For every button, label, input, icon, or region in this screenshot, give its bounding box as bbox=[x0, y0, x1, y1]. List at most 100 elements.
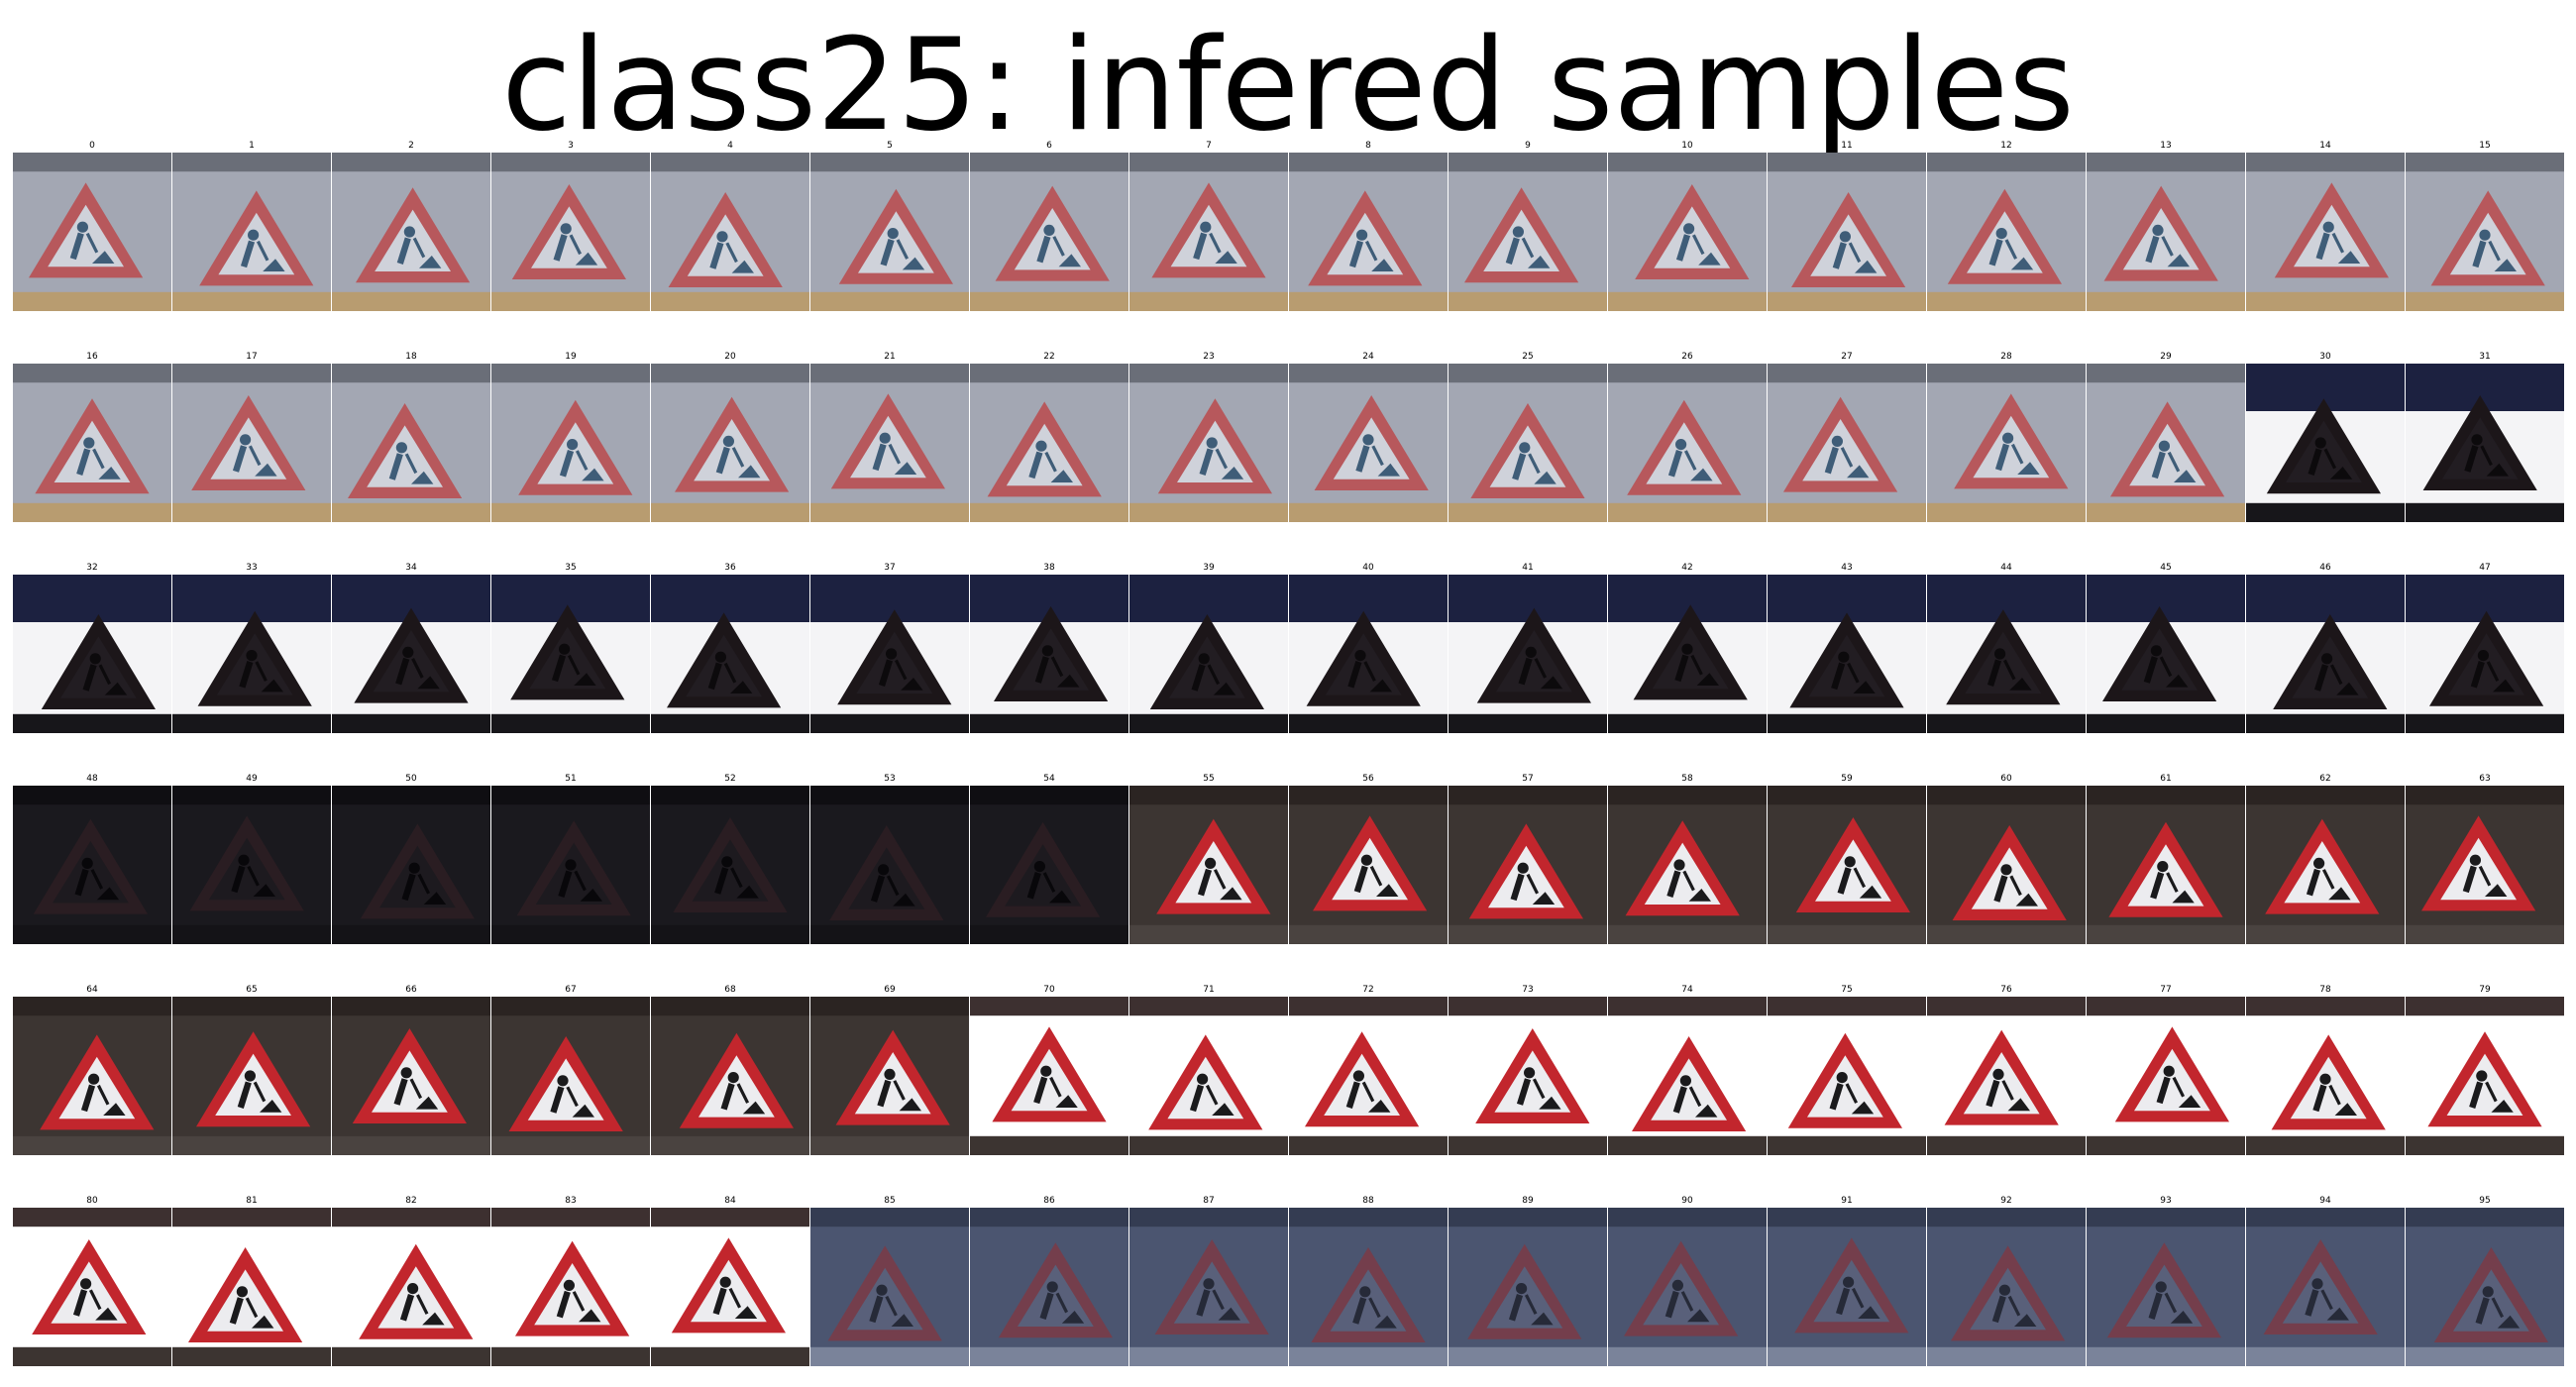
sample-thumbnail bbox=[1927, 997, 2086, 1155]
sample-index-label: 27 bbox=[1841, 352, 1853, 362]
sample-thumbnail bbox=[1608, 364, 1767, 522]
sample-index-label: 25 bbox=[1522, 352, 1534, 362]
sample-thumbnail bbox=[1129, 153, 1288, 311]
sample-thumbnail bbox=[651, 153, 809, 311]
sample-thumbnail bbox=[332, 153, 490, 311]
sample-thumbnail bbox=[332, 364, 490, 522]
sample-index-label: 10 bbox=[1681, 141, 1693, 151]
sample-index-label: 17 bbox=[246, 352, 258, 362]
sample-index-label: 67 bbox=[565, 985, 577, 995]
sample-index-label: 63 bbox=[2479, 774, 2491, 784]
sample-thumbnail bbox=[1768, 997, 1926, 1155]
sample-thumbnail bbox=[1768, 153, 1926, 311]
sample-index-label: 21 bbox=[884, 352, 896, 362]
sample-index-label: 46 bbox=[2319, 563, 2331, 573]
sample-thumbnail bbox=[13, 153, 171, 311]
sample-thumbnail bbox=[172, 153, 331, 311]
sample-index-label: 65 bbox=[246, 985, 258, 995]
sample-thumbnail bbox=[1927, 364, 2086, 522]
sample-index-label: 53 bbox=[884, 774, 896, 784]
sample-thumbnail bbox=[1768, 575, 1926, 733]
sample-index-label: 58 bbox=[1681, 774, 1693, 784]
sample-thumbnail bbox=[1289, 1208, 1448, 1366]
sample-thumbnail bbox=[491, 786, 650, 944]
sample-index-label: 41 bbox=[1522, 563, 1534, 573]
sample-index-label: 24 bbox=[1362, 352, 1374, 362]
sample-thumbnail bbox=[810, 364, 969, 522]
sample-index-label: 35 bbox=[565, 563, 577, 573]
sample-index-label: 83 bbox=[565, 1196, 577, 1206]
sample-thumbnail bbox=[332, 1208, 490, 1366]
sample-thumbnail bbox=[810, 786, 969, 944]
sample-index-label: 87 bbox=[1203, 1196, 1215, 1206]
sample-index-label: 80 bbox=[86, 1196, 98, 1206]
sample-thumbnail bbox=[2087, 575, 2245, 733]
sample-index-label: 15 bbox=[2479, 141, 2491, 151]
sample-index-label: 7 bbox=[1206, 141, 1212, 151]
sample-index-label: 44 bbox=[2000, 563, 2012, 573]
sample-index-label: 22 bbox=[1043, 352, 1055, 362]
sample-thumbnail bbox=[1608, 575, 1767, 733]
sample-index-label: 48 bbox=[86, 774, 98, 784]
sample-thumbnail bbox=[332, 575, 490, 733]
sample-thumbnail bbox=[1608, 997, 1767, 1155]
sample-thumbnail bbox=[1129, 786, 1288, 944]
sample-thumbnail bbox=[491, 1208, 650, 1366]
sample-index-label: 16 bbox=[86, 352, 98, 362]
sample-index-label: 42 bbox=[1681, 563, 1693, 573]
sample-thumbnail bbox=[651, 997, 809, 1155]
sample-index-label: 90 bbox=[1681, 1196, 1693, 1206]
sample-index-label: 28 bbox=[2000, 352, 2012, 362]
sample-index-label: 84 bbox=[724, 1196, 736, 1206]
sample-thumbnail bbox=[172, 1208, 331, 1366]
sample-index-label: 56 bbox=[1362, 774, 1374, 784]
sample-index-label: 0 bbox=[89, 141, 95, 151]
sample-index-label: 38 bbox=[1043, 563, 1055, 573]
sample-thumbnail bbox=[491, 575, 650, 733]
sample-index-label: 51 bbox=[565, 774, 577, 784]
sample-thumbnail bbox=[810, 575, 969, 733]
sample-index-label: 93 bbox=[2160, 1196, 2172, 1206]
sample-index-label: 4 bbox=[727, 141, 733, 151]
sample-thumbnail bbox=[970, 1208, 1128, 1366]
sample-thumbnail bbox=[651, 786, 809, 944]
sample-thumbnail bbox=[651, 1208, 809, 1366]
sample-thumbnail bbox=[491, 997, 650, 1155]
sample-thumbnail bbox=[1608, 786, 1767, 944]
sample-thumbnail bbox=[172, 364, 331, 522]
figure-title: class25: infered samples bbox=[501, 12, 2075, 160]
sample-index-label: 19 bbox=[565, 352, 577, 362]
sample-index-label: 32 bbox=[86, 563, 98, 573]
sample-thumbnail bbox=[2087, 364, 2245, 522]
sample-index-label: 86 bbox=[1043, 1196, 1055, 1206]
sample-index-label: 79 bbox=[2479, 985, 2491, 995]
sample-index-label: 70 bbox=[1043, 985, 1055, 995]
sample-index-label: 76 bbox=[2000, 985, 2012, 995]
sample-thumbnail bbox=[1927, 1208, 2086, 1366]
sample-thumbnail bbox=[1129, 1208, 1288, 1366]
sample-index-label: 71 bbox=[1203, 985, 1215, 995]
sample-index-label: 2 bbox=[408, 141, 414, 151]
sample-grid: 0 1 2 3 4 5 6 7 8 9 10 11 12 13 14 15 16 17 18 19 20 21 22 23 24… bbox=[13, 139, 2564, 1367]
sample-index-label: 8 bbox=[1365, 141, 1371, 151]
sample-thumbnail bbox=[491, 364, 650, 522]
sample-thumbnail bbox=[1927, 153, 2086, 311]
sample-thumbnail bbox=[13, 997, 171, 1155]
sample-index-label: 9 bbox=[1525, 141, 1531, 151]
sample-index-label: 52 bbox=[724, 774, 736, 784]
sample-thumbnail bbox=[1449, 575, 1607, 733]
sample-index-label: 94 bbox=[2319, 1196, 2331, 1206]
sample-index-label: 13 bbox=[2160, 141, 2172, 151]
sample-thumbnail bbox=[491, 153, 650, 311]
sample-thumbnail bbox=[1289, 786, 1448, 944]
sample-thumbnail bbox=[651, 575, 809, 733]
sample-thumbnail bbox=[2246, 153, 2405, 311]
sample-thumbnail bbox=[2406, 997, 2564, 1155]
sample-thumbnail bbox=[810, 997, 969, 1155]
sample-thumbnail bbox=[2087, 786, 2245, 944]
sample-index-label: 3 bbox=[568, 141, 574, 151]
sample-thumbnail bbox=[1927, 786, 2086, 944]
sample-index-label: 11 bbox=[1841, 141, 1853, 151]
sample-thumbnail bbox=[332, 997, 490, 1155]
sample-thumbnail bbox=[1449, 364, 1607, 522]
